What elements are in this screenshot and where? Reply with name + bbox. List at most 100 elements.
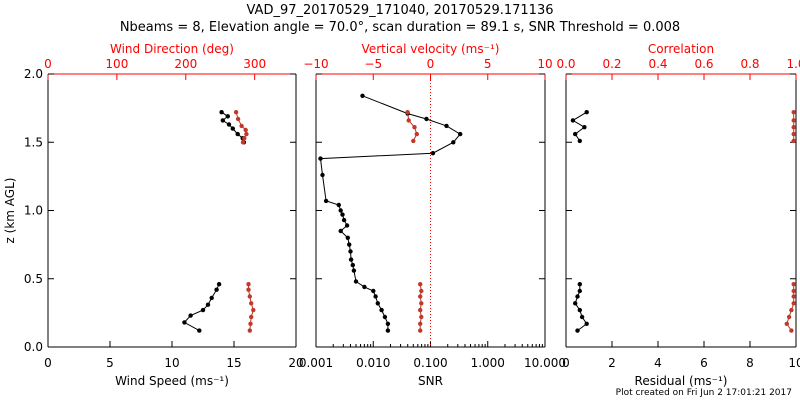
data-point-black [318,156,323,161]
data-point-black [360,93,365,99]
data-point-red [418,321,423,326]
data-point-black [382,314,388,320]
data-point-red [405,110,410,115]
data-point-black [209,295,214,301]
top-tick-label: 0 [427,57,435,71]
data-point-black [220,118,225,123]
top-tick-label: 300 [243,57,266,71]
data-point-black [444,123,449,129]
data-point-red [412,125,417,130]
data-point-black [338,228,343,234]
data-point-red [791,294,796,299]
data-point-black [430,151,436,156]
data-point-black [341,217,347,223]
data-point-red [791,282,796,287]
data-point-black [345,235,350,240]
bottom-axis-label: Residual (ms⁻¹) [635,374,728,388]
data-point-red [791,110,796,115]
plot-created-footer: Plot created on Fri Jun 2 17:01:21 2017 [615,388,792,398]
data-point-red [248,321,253,326]
data-point-red [240,140,246,145]
data-point-red [791,138,796,144]
data-point-black [188,313,193,318]
data-point-red [411,138,416,144]
chart-subtitle: Nbeams = 8, Elevation angle = 70.0°, sca… [119,20,681,35]
data-point-red [246,287,251,292]
chart-title: VAD_97_20170529_171040, 20170529.171136 [246,3,554,18]
top-tick-label: −5 [364,57,382,71]
top-tick-label: 0.2 [602,57,621,71]
data-point-black [375,301,380,306]
data-point-red [235,116,241,122]
data-point-black [226,122,232,127]
bottom-axis-label: SNR [418,374,443,388]
data-point-red [244,131,249,137]
bottom-tick-label: 5 [106,356,114,370]
data-point-black [577,288,582,294]
data-point-black [348,249,353,254]
top-tick-label: 10 [537,57,552,71]
data-point-black [458,131,463,137]
data-point-black [347,242,352,247]
top-tick-label: 0.6 [694,57,713,71]
data-point-red [242,136,247,141]
data-point-red [791,301,796,306]
data-point-red [791,118,796,123]
data-point-red [239,123,244,129]
top-axis-label: Correlation [648,42,714,56]
y-tick-label: 1.0 [24,204,43,218]
data-point-red [251,307,256,313]
data-point-red [789,307,794,313]
data-point-red [791,125,796,130]
data-point-red [418,282,423,287]
y-tick-label: 2.0 [24,67,43,81]
top-axis-label: Vertical velocity (ms⁻¹) [362,42,500,56]
data-point-black [385,321,391,326]
data-point-red [247,294,252,299]
data-point-red [243,127,248,133]
data-point-black [575,294,580,299]
data-point-black [577,307,582,313]
data-point-black [344,223,350,228]
data-point-red [233,110,239,115]
data-point-black [351,268,357,273]
data-point-red [406,118,411,123]
panel-2: 0.001 0.010 0.100 1.000 10.000 SNR −10 −5 0 5 10 Ve… [299,42,566,388]
data-point-black [371,288,376,294]
bottom-tick-label: 0 [562,356,570,370]
bottom-tick-label: 0.010 [356,356,390,370]
data-point-red [419,314,424,320]
data-point-black [182,320,187,325]
data-point-red [784,321,789,326]
data-point-black [451,140,456,145]
bottom-tick-label: 8 [746,356,754,370]
data-point-black [362,284,367,290]
data-point-red [414,131,419,137]
bottom-tick-label: 4 [654,356,662,370]
data-point-black [577,138,582,144]
top-tick-label: 5 [484,57,492,71]
bottom-tick-label: 0.001 [299,356,333,370]
data-point-black [216,282,222,287]
bottom-tick-label: 6 [700,356,708,370]
top-tick-label: 1.0 [786,57,800,71]
top-tick-label: 0 [44,57,52,71]
bottom-tick-label: 20 [288,356,303,370]
data-point-red [418,307,423,313]
data-point-red [247,328,252,333]
panel-3: 0 2 4 6 8 10 Residual (ms⁻¹) 0.0 0.2 0.4 0.6 0.8 1.0… [556,42,800,388]
bottom-tick-label: 0 [44,356,52,370]
y-tick-label: 1.5 [24,135,43,149]
top-tick-label: 0.8 [740,57,759,71]
top-tick-label: −10 [303,57,328,71]
data-point-red [791,131,796,137]
data-point-black [424,116,429,122]
data-point-black [573,301,578,306]
data-point-black [577,282,582,287]
data-point-red [246,282,251,287]
y-axis-label: z (km AGL) [3,178,17,244]
data-point-black [230,126,235,131]
data-point-red [249,314,254,320]
bottom-tick-label: 10 [164,356,179,370]
